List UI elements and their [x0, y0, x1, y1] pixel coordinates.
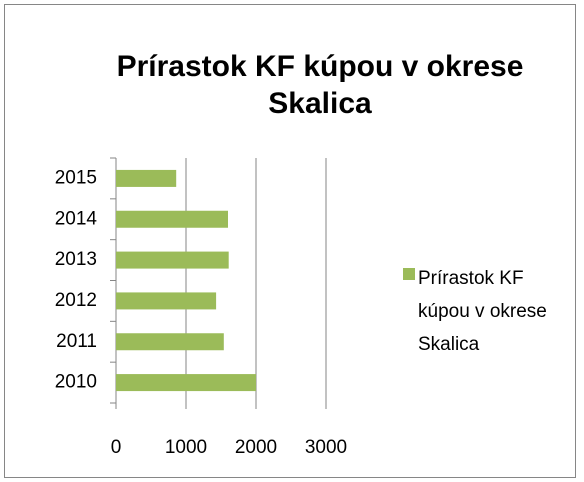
x-tick-label: 0	[111, 437, 122, 458]
bar	[116, 169, 177, 187]
y-tick-label: 2012	[55, 290, 97, 311]
y-tick-label: 2015	[55, 167, 97, 188]
y-tick-label: 2013	[55, 249, 97, 270]
chart-frame	[4, 4, 576, 478]
bar	[116, 292, 217, 310]
legend-label: Prírastok KF kúpou v okrese Skalica	[418, 268, 547, 355]
bar	[116, 251, 229, 269]
y-tick-label: 2010	[55, 372, 97, 393]
bar	[116, 333, 224, 351]
chart-title: Prírastok KF kúpou v okrese Skalica	[116, 50, 524, 120]
y-tick-label: 2014	[55, 208, 98, 229]
bar	[116, 374, 256, 392]
x-tick-label: 3000	[305, 437, 347, 458]
y-tick-label: 2011	[56, 331, 97, 352]
legend-swatch	[403, 268, 415, 280]
bar	[116, 210, 228, 228]
x-tick-label: 2000	[235, 437, 277, 458]
x-tick-label: 1000	[165, 437, 207, 458]
